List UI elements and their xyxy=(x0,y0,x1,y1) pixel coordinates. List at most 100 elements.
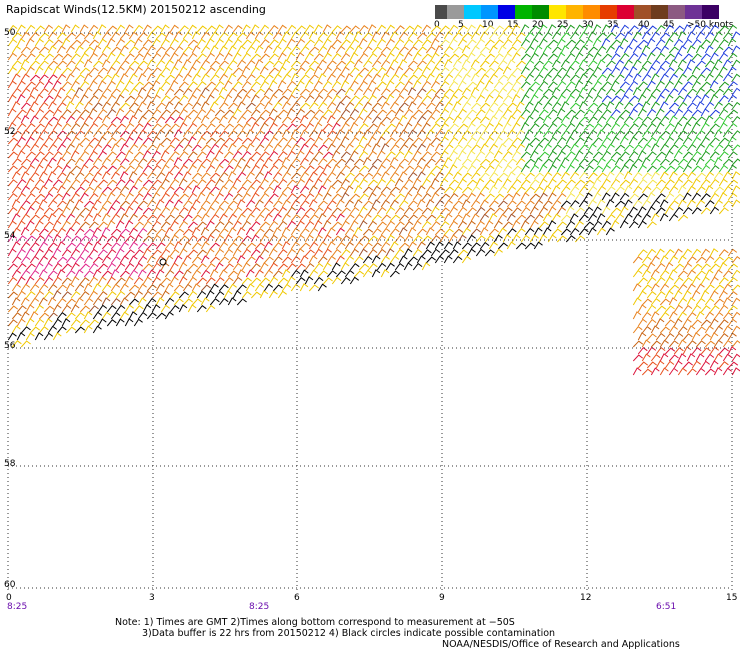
wind-barb xyxy=(655,136,665,145)
wind-barb xyxy=(497,115,507,124)
wind-barb xyxy=(88,95,99,103)
wind-barb xyxy=(380,214,391,222)
wind-barb xyxy=(20,115,30,124)
wind-barb xyxy=(92,116,103,124)
wind-barb xyxy=(322,151,334,159)
wind-barb xyxy=(173,199,183,208)
wind-barb xyxy=(650,186,661,194)
wind-barb xyxy=(295,193,307,201)
wind-barb xyxy=(29,115,39,124)
wind-barb xyxy=(511,207,522,215)
wind-barb xyxy=(34,178,45,187)
wind-barb xyxy=(173,255,183,264)
wind-barb xyxy=(434,73,444,82)
wind-barb xyxy=(376,262,387,271)
wind-barb xyxy=(155,73,165,82)
wind-barb xyxy=(218,284,229,292)
wind-barb xyxy=(529,137,540,145)
wind-barb xyxy=(290,269,301,278)
legend-swatch xyxy=(435,5,447,19)
wind-barb xyxy=(115,137,126,145)
wind-barb xyxy=(385,52,395,61)
wind-barb xyxy=(389,214,401,222)
wind-barb xyxy=(664,332,675,341)
wind-barb xyxy=(187,290,198,299)
wind-barb xyxy=(695,116,706,124)
wind-barb xyxy=(488,60,499,68)
wind-barb xyxy=(641,87,651,96)
wind-barb xyxy=(641,157,651,166)
wind-barb xyxy=(587,227,597,236)
wind-barb xyxy=(511,178,522,187)
wind-barb xyxy=(191,283,201,292)
wind-barb xyxy=(655,207,666,215)
wind-barb xyxy=(655,305,667,313)
wind-barb xyxy=(637,304,647,313)
wind-barb xyxy=(371,115,382,124)
wind-barb xyxy=(515,200,526,208)
wind-barb xyxy=(335,171,345,180)
wind-barb xyxy=(223,192,234,201)
wind-barb xyxy=(146,101,156,110)
wind-barb xyxy=(407,200,418,208)
wind-barb xyxy=(421,164,431,173)
wind-barb xyxy=(11,227,21,236)
wind-barb xyxy=(272,60,283,68)
wind-barb xyxy=(628,25,639,33)
wind-barb xyxy=(263,87,274,96)
wind-barb xyxy=(385,123,396,131)
wind-barb xyxy=(65,256,76,264)
wind-barb xyxy=(389,129,399,138)
wind-barb xyxy=(196,38,206,47)
wind-barb xyxy=(110,283,120,292)
wind-barb xyxy=(452,32,463,40)
wind-barb xyxy=(56,241,66,250)
wind-barb xyxy=(358,263,370,271)
wind-barb xyxy=(668,144,679,152)
wind-barb xyxy=(259,192,270,201)
wind-barb xyxy=(655,25,666,33)
wind-barb xyxy=(686,157,697,166)
wind-barb xyxy=(731,185,740,194)
wind-barb xyxy=(56,130,67,138)
legend-swatch xyxy=(532,5,549,19)
wind-barb xyxy=(187,263,198,271)
wind-barb xyxy=(610,178,621,187)
wind-barb xyxy=(101,87,112,96)
wind-barb xyxy=(682,53,693,61)
wind-barb xyxy=(196,66,206,75)
wind-barb xyxy=(259,66,269,75)
wind-barb xyxy=(398,115,408,124)
wind-barb xyxy=(587,31,597,40)
wind-barb xyxy=(664,262,674,271)
wind-barb xyxy=(34,262,44,271)
wind-barb xyxy=(655,151,667,159)
wind-barb xyxy=(272,242,283,250)
wind-barb xyxy=(389,199,399,208)
wind-barb xyxy=(164,227,174,236)
wind-barb xyxy=(218,200,229,208)
lat-lon-grid xyxy=(7,32,733,590)
wind-barb xyxy=(115,220,125,229)
wind-barb xyxy=(439,94,450,103)
wind-barb xyxy=(704,340,716,348)
wind-barb xyxy=(412,52,422,61)
wind-barb xyxy=(511,94,521,103)
wind-barb xyxy=(322,277,333,285)
wind-barb xyxy=(452,59,462,68)
wind-barb xyxy=(641,269,651,278)
wind-barb xyxy=(209,116,221,124)
wind-barb xyxy=(502,137,513,145)
wind-barb xyxy=(695,353,705,362)
wind-barb xyxy=(106,80,116,89)
wind-barb xyxy=(119,143,129,152)
wind-barb xyxy=(209,298,220,306)
wind-barb xyxy=(200,227,210,236)
wind-barb xyxy=(142,179,154,187)
wind-barb xyxy=(146,172,157,180)
wind-barb xyxy=(592,220,603,229)
wind-barb xyxy=(569,200,580,208)
wind-barb xyxy=(97,221,108,229)
wind-barb xyxy=(164,214,175,222)
wind-barb xyxy=(29,214,40,222)
